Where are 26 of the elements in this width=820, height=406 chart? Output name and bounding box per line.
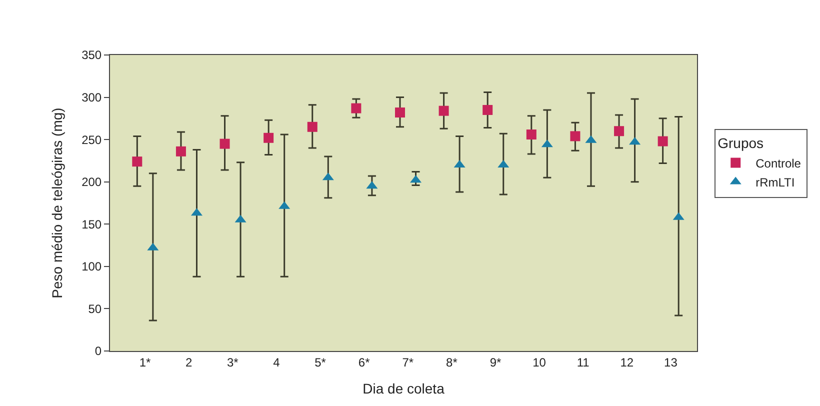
x-tick-label: 13 [664, 355, 678, 370]
y-tick-label: 350 [82, 48, 102, 62]
x-tick-label: 11 [576, 355, 590, 370]
x-tick-label: 6* [358, 355, 370, 370]
x-tick-label: 9* [490, 355, 502, 370]
y-tick-label: 50 [88, 302, 102, 316]
legend-title: Grupos [718, 135, 764, 152]
x-axis-title: Dia de coleta [362, 380, 445, 397]
x-tick-label: 10 [532, 355, 546, 370]
x-tick-label: 2 [186, 355, 193, 370]
x-tick-label: 3* [226, 355, 239, 370]
x-tick-label: 5* [314, 355, 326, 370]
y-tick-label: 250 [82, 132, 102, 147]
y-tick-label: 300 [82, 90, 102, 104]
legend-label: rRmLTI [756, 175, 795, 190]
x-tick-label: 1* [139, 355, 152, 370]
x-tick-label: 7* [402, 355, 414, 370]
y-tick-label: 200 [82, 175, 102, 190]
y-axis-title: Peso médio de teleógiras (mg) [49, 108, 66, 298]
x-tick-label: 4 [273, 355, 280, 370]
x-tick-label: 12 [620, 355, 634, 370]
y-tick-label: 0 [94, 344, 102, 358]
y-tick-label: 100 [82, 260, 102, 274]
legend-label: Controle [756, 156, 802, 170]
x-tick-label: 8* [446, 355, 458, 370]
y-tick-label: 150 [82, 217, 102, 232]
